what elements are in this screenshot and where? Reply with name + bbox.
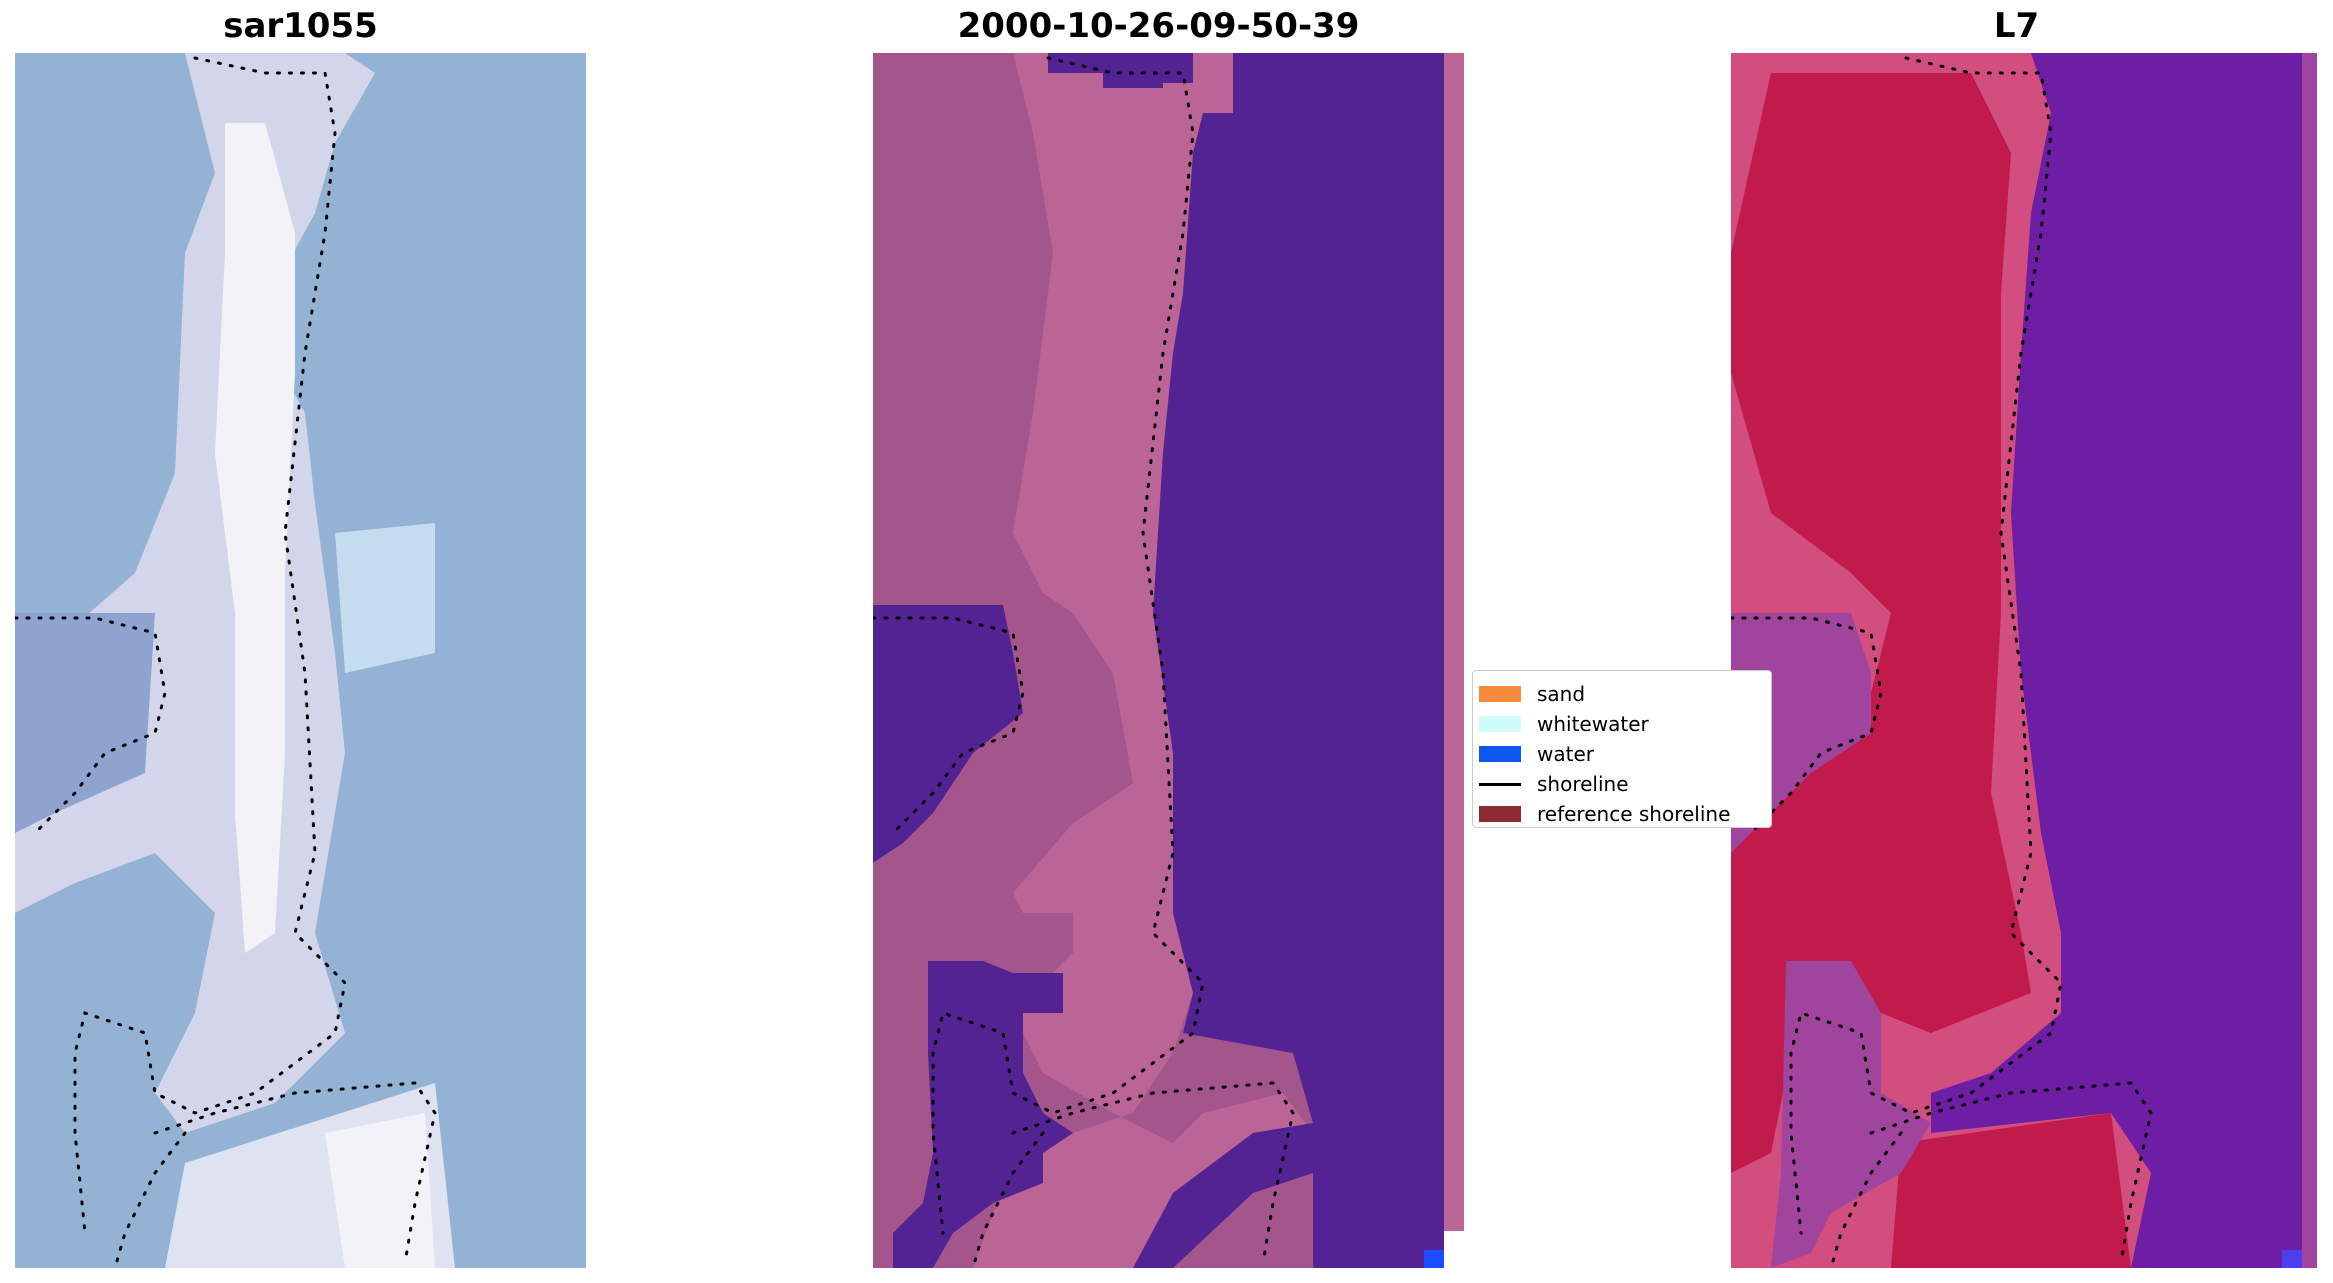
shoreline-class-bottom [1011, 1081, 1295, 1265]
rgb-white-core [215, 123, 295, 953]
class-land-light [973, 53, 1313, 1268]
index-image-panel [1731, 53, 2317, 1268]
shoreline-class-left [873, 616, 1025, 835]
index-water-marker [2282, 1250, 2302, 1268]
rgb-image-panel [15, 53, 586, 1268]
legend-item-whitewater: whitewater [1479, 711, 1649, 737]
legend: sand whitewater water shoreline referenc… [1472, 670, 1772, 828]
class-water-marker [1424, 1250, 1444, 1268]
panel-title-rgb: sar1055 [223, 6, 378, 46]
class-water-top [1048, 53, 1193, 88]
rgb-bright-strip [15, 53, 375, 1133]
panel-title-classified: 2000-10-26-09-50-39 [957, 6, 1360, 46]
legend-label-sand: sand [1537, 682, 1586, 706]
index-sand [1731, 73, 2031, 1173]
legend-label-reference-shoreline: reference shoreline [1537, 802, 1731, 826]
shoreline-rgb-bottom-left [113, 1131, 187, 1268]
legend-item-sand: sand [1479, 681, 1585, 707]
classified-image [873, 53, 1464, 1268]
shoreline-index-bottom [1869, 1081, 2153, 1265]
legend-swatch-water [1479, 746, 1521, 762]
legend-label-whitewater: whitewater [1537, 712, 1649, 736]
legend-item-shoreline: shoreline [1479, 771, 1629, 797]
class-water-main [1133, 53, 1444, 1268]
rgb-dark-patch [15, 613, 155, 833]
shoreline-rgb-left [15, 616, 167, 835]
legend-item-reference-shoreline: reference shoreline [1479, 801, 1730, 827]
index-mid-lagoon [1771, 961, 1931, 1268]
panel-title-index: L7 [1993, 6, 2040, 46]
legend-label-water: water [1537, 742, 1594, 766]
rgb-light-patch [335, 523, 435, 673]
shoreline-index-left [1731, 616, 1883, 835]
index-edge-strip [2302, 53, 2317, 1268]
shoreline-index-bottom-left [1829, 1131, 1903, 1268]
index-sand-bottom [1891, 1113, 2131, 1268]
shoreline-rgb-bottom [153, 1081, 437, 1265]
legend-label-shoreline: shoreline [1537, 772, 1629, 796]
legend-line-shoreline [1479, 782, 1521, 786]
classified-image-panel [873, 53, 1464, 1268]
legend-swatch-whitewater [1479, 716, 1521, 732]
legend-swatch-reference-shoreline [1479, 806, 1521, 822]
class-edge-strip [1444, 53, 1464, 1231]
class-water-lagoon [893, 961, 1073, 1268]
rgb-image [15, 53, 586, 1268]
shoreline-rgb-main [73, 56, 347, 1235]
class-water-left [873, 605, 1023, 863]
legend-item-water: water [1479, 741, 1594, 767]
shoreline-class-bottom-left [971, 1131, 1045, 1268]
index-image [1731, 53, 2317, 1268]
rgb-bottom-white [325, 1113, 435, 1268]
legend-swatch-sand [1479, 686, 1521, 702]
